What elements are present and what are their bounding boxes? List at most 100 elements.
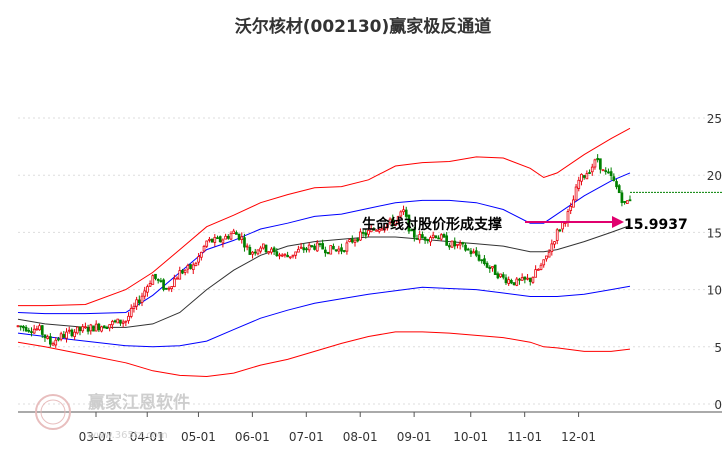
- candle-body-4: [27, 329, 31, 332]
- candle-body-37: [116, 318, 120, 324]
- candle-body-103: [294, 251, 298, 256]
- candle-body-198: [550, 243, 554, 252]
- candle-body-226: [625, 200, 629, 204]
- band-mid-lower: [17, 285, 631, 348]
- candle-body-116: [329, 245, 333, 255]
- candle-body-194: [539, 264, 543, 270]
- candle-body-26: [86, 327, 90, 332]
- candle-body-12: [49, 336, 52, 345]
- candle-body-181: [504, 277, 508, 284]
- candle-body-174: [485, 262, 489, 268]
- candle-body-97: [278, 254, 281, 257]
- x-tick-label-9: 12-01: [561, 430, 596, 444]
- candle-body-122: [345, 242, 349, 252]
- candle-body-86: [248, 246, 252, 255]
- candle-body-138: [388, 218, 392, 224]
- candle-body-141: [396, 216, 400, 222]
- svg-text:赢家江恩软件: 赢家江恩软件: [88, 392, 190, 413]
- candle-body-161: [450, 240, 454, 248]
- candle-body-54: [162, 279, 165, 290]
- grid: [18, 117, 722, 405]
- candle-body-29: [94, 323, 98, 332]
- band-outer-upper: [18, 127, 631, 307]
- candle-body-125: [353, 239, 357, 243]
- candle-body-93: [267, 251, 271, 254]
- candle-body-59: [175, 277, 179, 280]
- candle-body-120: [340, 247, 343, 252]
- candle-body-160: [448, 245, 451, 248]
- candle-body-182: [507, 279, 511, 284]
- candle-body-211: [585, 173, 589, 180]
- candle-body-22: [75, 326, 79, 334]
- candle-body-105: [299, 246, 303, 249]
- candle-body-150: [421, 234, 424, 239]
- candle-body-78: [226, 235, 230, 239]
- y-tick-label-0: 0: [714, 398, 722, 412]
- candle-body-84: [243, 237, 246, 248]
- x-tick-label-2: 05-01: [181, 430, 216, 444]
- svg-text:www.365tz.com: www.365tz.com: [88, 430, 168, 441]
- candle-body-80: [232, 230, 236, 234]
- candle-body-137: [386, 223, 389, 229]
- candle-body-222: [615, 181, 618, 188]
- candle-body-154: [431, 234, 435, 238]
- candle-body-178: [496, 273, 500, 279]
- candle-body-195: [542, 259, 546, 266]
- candle-body-142: [399, 211, 403, 217]
- x-tick-label-8: 11-01: [507, 430, 542, 444]
- candle-body-42: [129, 307, 133, 317]
- y-tick-label-1: 5: [714, 341, 722, 355]
- candle-body-148: [415, 238, 419, 240]
- candle-body-35: [111, 321, 114, 326]
- candle-body-106: [302, 247, 306, 251]
- candle-body-227: [628, 199, 632, 202]
- candle-body-62: [183, 269, 187, 273]
- candle-body-157: [439, 234, 443, 240]
- candle-body-197: [547, 251, 551, 258]
- annotation-group: 生命线对股价形成支撑 15.9937: [362, 216, 688, 233]
- annotation-text: 生命线对股价形成支撑: [362, 216, 502, 233]
- candle-body-112: [318, 243, 322, 246]
- annotation-value: 15.9937: [624, 217, 688, 233]
- candle-body-102: [291, 254, 295, 257]
- candle-body-210: [582, 175, 586, 178]
- candle-body-123: [348, 239, 351, 242]
- candle-body-104: [297, 248, 300, 253]
- x-tick-label-6: 09-01: [397, 430, 432, 444]
- candle-body-52: [156, 279, 160, 281]
- candle-body-56: [167, 287, 171, 290]
- candle-body-111: [315, 242, 319, 252]
- candle-body-57: [170, 286, 174, 290]
- candle-body-185: [515, 278, 519, 286]
- candle-body-79: [229, 233, 233, 240]
- candle-body-206: [572, 199, 575, 208]
- candle-body-220: [609, 171, 613, 176]
- candle-body-213: [590, 166, 594, 173]
- candle-body-184: [512, 282, 516, 286]
- candle-body-136: [383, 226, 387, 231]
- candle-body-172: [480, 259, 484, 262]
- band-outer-lower: [17, 331, 631, 378]
- candle-body-39: [121, 321, 125, 324]
- candle-body-71: [208, 238, 211, 241]
- candle-body-67: [197, 256, 200, 263]
- candle-body-215: [596, 158, 599, 161]
- candle-body-135: [380, 228, 384, 231]
- candle-body-94: [270, 248, 273, 253]
- x-tick-label-4: 07-01: [289, 430, 324, 444]
- x-tick-label-7: 10-01: [453, 430, 488, 444]
- y-tick-label-4: 20: [707, 169, 722, 183]
- candle-body-11: [46, 336, 50, 339]
- candle-body-207: [574, 186, 578, 201]
- candle-body-117: [332, 245, 335, 250]
- candle-body-24: [81, 326, 85, 332]
- candle-body-209: [580, 173, 583, 182]
- candle-body-192: [534, 269, 537, 278]
- candle-body-124: [350, 238, 354, 243]
- candle-body-118: [334, 249, 338, 252]
- x-tick-label-5: 08-01: [343, 430, 378, 444]
- candle-body-66: [194, 262, 198, 266]
- candle-body-7: [35, 328, 39, 331]
- candle-body-0: [16, 325, 20, 328]
